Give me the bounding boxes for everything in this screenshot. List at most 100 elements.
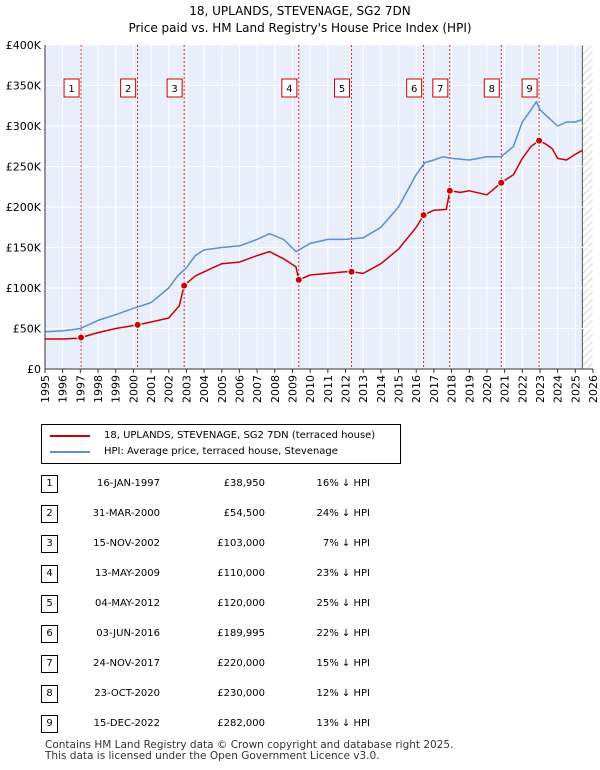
sale-point xyxy=(347,267,356,276)
x-tick-label: 2015 xyxy=(393,375,406,403)
tx-hpi-diff: 22% ↓ HPI xyxy=(316,628,370,639)
tx-price: £120,000 xyxy=(217,598,265,609)
x-tick-label: 2016 xyxy=(410,375,423,403)
tx-hpi-diff: 13% ↓ HPI xyxy=(316,718,370,729)
x-tick-label: 2006 xyxy=(233,375,246,403)
tx-number-badge: 6 xyxy=(41,625,58,643)
table-row: 6 03-JUN-2016 £189,995 22% ↓ HPI xyxy=(0,625,600,645)
x-tick-label: 2003 xyxy=(180,375,193,403)
chart-subtitle: Price paid vs. HM Land Registry's House … xyxy=(128,21,472,35)
x-tick-label: 2014 xyxy=(375,375,388,403)
tx-number-badge: 8 xyxy=(41,685,58,703)
y-tick-label: £350K xyxy=(6,80,42,93)
sale-point xyxy=(419,211,428,220)
x-tick-label: 1998 xyxy=(92,375,105,403)
y-tick-label: £200K xyxy=(6,201,42,214)
tx-number-badge: 4 xyxy=(41,565,58,583)
sale-marker-label: 9 xyxy=(526,84,532,95)
table-row: 3 15-NOV-2002 £103,000 7% ↓ HPI xyxy=(0,535,600,555)
y-tick-label: £150K xyxy=(6,242,42,255)
sale-marker-label: 3 xyxy=(171,84,177,95)
tx-price: £54,500 xyxy=(223,508,265,519)
sale-point xyxy=(133,320,142,329)
sale-marker-box xyxy=(521,78,538,98)
table-row: 5 04-MAY-2012 £120,000 25% ↓ HPI xyxy=(0,595,600,615)
sale-marker-label: 5 xyxy=(339,84,345,95)
footer-line-copyright: Contains HM Land Registry data © Crown c… xyxy=(45,739,454,751)
sale-point xyxy=(445,186,454,195)
x-tick-label: 2021 xyxy=(499,375,512,403)
table-row: 4 13-MAY-2009 £110,000 23% ↓ HPI xyxy=(0,565,600,585)
tx-price: £282,000 xyxy=(217,718,265,729)
x-tick-label: 1997 xyxy=(74,375,87,403)
sale-marker-label: 6 xyxy=(411,84,417,95)
tx-hpi-diff: 23% ↓ HPI xyxy=(316,568,370,579)
tx-hpi-diff: 16% ↓ HPI xyxy=(316,478,370,489)
tx-hpi-diff: 7% ↓ HPI xyxy=(322,538,370,549)
x-tick-label: 2000 xyxy=(127,375,140,403)
table-row: 9 15-DEC-2022 £282,000 13% ↓ HPI xyxy=(0,715,600,735)
tx-hpi-diff: 25% ↓ HPI xyxy=(316,598,370,609)
tx-price: £103,000 xyxy=(217,538,265,549)
sale-marker-box xyxy=(432,78,449,98)
y-tick-label: £300K xyxy=(6,120,42,133)
sale-point xyxy=(77,333,86,342)
sale-marker-label: 7 xyxy=(437,84,443,95)
x-tick-label: 2024 xyxy=(552,375,565,403)
sale-marker-label: 1 xyxy=(68,84,74,95)
chart-title: 18, UPLANDS, STEVENAGE, SG2 7DN xyxy=(189,4,411,18)
tx-date: 31-MAR-2000 xyxy=(92,508,160,519)
x-tick-label: 1996 xyxy=(57,375,70,403)
sale-point xyxy=(497,178,506,187)
tx-number-badge: 7 xyxy=(41,655,58,673)
tx-price: £110,000 xyxy=(217,568,265,579)
x-tick-label: 2025 xyxy=(569,375,582,403)
tx-number-badge: 2 xyxy=(41,505,58,523)
tx-date: 03-JUN-2016 xyxy=(96,628,160,639)
x-tick-label: 2002 xyxy=(163,375,176,403)
tx-number-badge: 1 xyxy=(41,475,58,493)
table-row: 1 16-JAN-1997 £38,950 16% ↓ HPI xyxy=(0,475,600,495)
x-tick-label: 2005 xyxy=(216,375,229,403)
x-tick-label: 2009 xyxy=(286,375,299,403)
x-tick-label: 2017 xyxy=(428,375,441,403)
tx-price: £220,000 xyxy=(217,658,265,669)
tx-price: £38,950 xyxy=(223,478,265,489)
y-tick-label: £100K xyxy=(6,282,42,295)
legend-item-property: 18, UPLANDS, STEVENAGE, SG2 7DN (terrace… xyxy=(50,430,375,441)
sale-marker-box xyxy=(406,78,423,98)
tx-price: £230,000 xyxy=(217,688,265,699)
tx-hpi-diff: 12% ↓ HPI xyxy=(316,688,370,699)
sale-point xyxy=(294,275,303,284)
sale-marker-box xyxy=(166,78,183,98)
legend-swatch-property xyxy=(50,434,90,437)
x-tick-label: 2020 xyxy=(481,375,494,403)
footer-line-licence: This data is licensed under the Open Gov… xyxy=(45,750,380,762)
tx-date: 13-MAY-2009 xyxy=(94,568,160,579)
tx-hpi-diff: 24% ↓ HPI xyxy=(316,508,370,519)
legend-label-property: 18, UPLANDS, STEVENAGE, SG2 7DN (terrace… xyxy=(104,430,376,441)
tx-price: £189,995 xyxy=(217,628,265,639)
legend-swatch-hpi xyxy=(50,450,90,453)
x-tick-label: 2004 xyxy=(198,375,211,403)
tx-date: 04-MAY-2012 xyxy=(94,598,160,609)
x-tick-label: 1999 xyxy=(110,375,123,403)
x-tick-label: 2010 xyxy=(304,375,317,403)
x-tick-label: 2022 xyxy=(516,375,529,403)
sale-marker-box xyxy=(63,78,80,98)
sale-marker-label: 4 xyxy=(286,84,292,95)
x-tick-label: 2023 xyxy=(534,375,547,403)
sale-marker-box xyxy=(120,78,137,98)
x-tick-label: 1995 xyxy=(39,375,52,403)
legend: 18, UPLANDS, STEVENAGE, SG2 7DN (terrace… xyxy=(41,424,401,464)
table-row: 2 31-MAR-2000 £54,500 24% ↓ HPI xyxy=(0,505,600,525)
x-tick-label: 2018 xyxy=(446,375,459,403)
sale-point xyxy=(535,136,544,145)
sale-marker-box xyxy=(281,78,298,98)
x-tick-label: 2007 xyxy=(251,375,264,403)
tx-hpi-diff: 15% ↓ HPI xyxy=(316,658,370,669)
tx-date: 24-NOV-2017 xyxy=(93,658,160,669)
tx-date: 23-OCT-2020 xyxy=(94,688,160,699)
x-tick-label: 2001 xyxy=(145,375,158,403)
hpi-line xyxy=(44,100,583,333)
